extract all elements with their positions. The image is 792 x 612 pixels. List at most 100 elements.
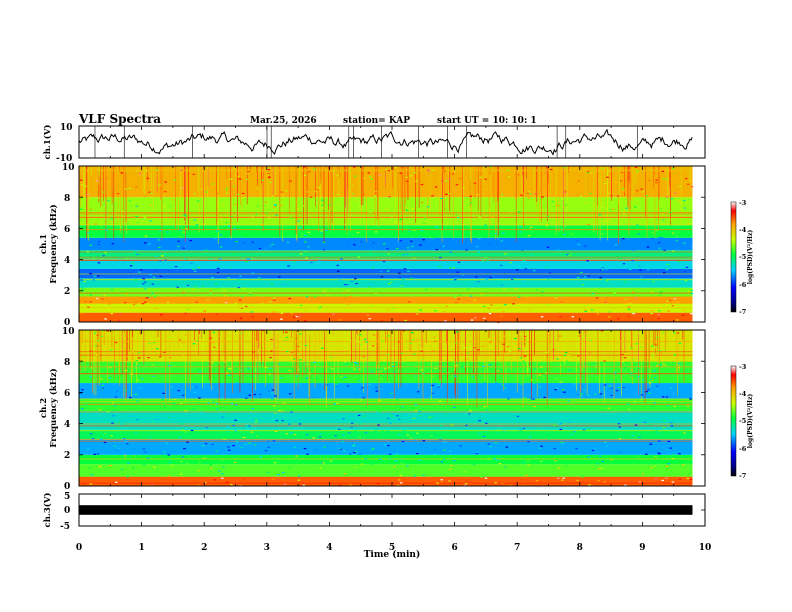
spectrogram-speckle <box>518 348 521 350</box>
spectrogram-speckle <box>658 453 661 455</box>
spectrogram-speckle <box>676 332 680 334</box>
spectrogram-speckle <box>618 438 622 440</box>
spectrogram-speckle <box>271 243 274 246</box>
spectrogram-speckle <box>386 354 389 356</box>
spectrogram-speckle <box>407 270 410 272</box>
spectrogram-speckle <box>469 195 472 197</box>
ch2-ytick-10: 10 <box>62 327 75 337</box>
time-axis-label: Time (min) <box>364 549 421 560</box>
spectrogram-speckle <box>81 287 84 289</box>
spectrogram-speckle <box>409 437 413 439</box>
spectrogram-speckle <box>527 197 531 199</box>
spectrogram-speckle <box>271 392 274 394</box>
spectrogram-speckle <box>220 397 224 399</box>
spectrogram-speckle <box>103 418 107 420</box>
spectrogram-speckle <box>103 441 107 444</box>
spectrogram-speckle <box>497 429 500 431</box>
spectrogram-speckle <box>667 472 671 474</box>
spectrogram-speckle <box>474 399 477 401</box>
spectrogram-speckle <box>87 232 90 234</box>
spectrogram-speckle <box>503 430 506 433</box>
spectrogram-speckle <box>418 459 422 461</box>
spectrogram-speckle <box>673 354 676 356</box>
spectrogram-speckle <box>579 195 583 198</box>
spectrogram-speckle <box>387 170 390 172</box>
spectrogram-speckle <box>238 304 242 306</box>
spectrogram-speckle <box>405 209 409 211</box>
spectrogram-speckle <box>618 426 622 428</box>
spectrogram-speckle <box>571 316 575 318</box>
spectrogram-speckle <box>456 271 459 273</box>
spectrogram-speckle <box>547 334 551 336</box>
spectrogram-speckle <box>672 454 675 456</box>
spectrogram-speckle <box>604 301 607 303</box>
spectrogram-speckle <box>255 421 258 423</box>
spectrogram-speckle <box>408 230 411 232</box>
spectrogram-speckle <box>89 208 93 210</box>
spectrogram-speckle <box>359 399 363 401</box>
spectrogram-speckle <box>519 333 522 335</box>
spectrogram-speckle <box>431 392 435 394</box>
spectrogram-speckle <box>309 196 313 198</box>
spectrogram-speckle <box>232 185 236 187</box>
spectrogram-speckle <box>678 362 681 365</box>
spectrogram-speckle <box>419 309 422 311</box>
spectrogram-speckle <box>257 351 260 353</box>
spectrogram-speckle <box>626 412 630 414</box>
spectrogram-speckle <box>248 258 252 260</box>
spectrogram-speckle <box>469 346 473 349</box>
spectrogram-speckle <box>134 251 137 253</box>
spectrogram-speckle <box>211 276 214 279</box>
spectrogram-speckle <box>532 270 536 272</box>
ch2-colorbar-label: log(PSD)(V²/Hz) <box>747 394 754 449</box>
spectrogram-speckle <box>214 283 218 285</box>
spectrogram-speckle <box>677 278 680 280</box>
spectrogram-speckle <box>523 190 527 192</box>
spectrogram-speckle <box>522 427 526 429</box>
spectrogram-speckle <box>271 196 275 198</box>
spectrogram-speckle <box>267 216 271 219</box>
spectrogram-speckle <box>179 473 183 475</box>
spectrogram-speckle <box>176 173 180 176</box>
spectrogram-speckle <box>396 415 399 417</box>
spectrogram-speckle <box>514 350 517 352</box>
spectrogram-speckle <box>600 206 604 208</box>
spectrogram-speckle <box>608 192 611 195</box>
spectrogram-speckle <box>234 461 237 464</box>
ch1-ytick-10: 10 <box>62 163 75 173</box>
spectrogram-speckle <box>608 219 612 221</box>
spectrogram-speckle <box>177 240 180 242</box>
spectrogram-speckle <box>387 444 390 447</box>
spectrogram-speckle <box>473 299 476 301</box>
spectrogram-speckle <box>603 384 607 386</box>
spectrogram-speckle <box>532 398 536 400</box>
spectrogram-speckle <box>343 284 347 286</box>
spectrogram-speckle <box>226 425 229 428</box>
spectrogram-speckle <box>121 210 125 213</box>
spectrogram-speckle <box>121 215 125 217</box>
spectrogram-speckle <box>297 208 300 210</box>
spectrogram-speckle <box>132 304 136 306</box>
spectrogram-speckle <box>222 466 225 468</box>
spectrogram-speckle <box>221 204 225 206</box>
date-label: Mar.25, 2026 <box>250 116 317 126</box>
spectrogram-speckle <box>211 443 214 446</box>
spectrogram-speckle <box>213 237 217 239</box>
spectrogram-speckle <box>274 395 277 397</box>
spectrogram-speckle <box>162 392 165 395</box>
spectrogram-speckle <box>336 402 339 405</box>
spectrogram-speckle <box>342 418 345 420</box>
spectrogram-speckle <box>517 174 520 176</box>
spectrogram-speckle <box>152 375 155 378</box>
time-axis-tick-1: 1 <box>138 543 144 553</box>
spectrogram-speckle <box>518 211 521 213</box>
spectrogram-speckle <box>164 259 168 261</box>
spectrogram-speckle <box>454 279 457 281</box>
spectrogram-speckle <box>343 376 347 378</box>
spectrogram-speckle <box>646 269 650 271</box>
spectrogram-speckle <box>481 368 485 370</box>
spectrogram-speckle <box>565 253 569 256</box>
spectrogram-speckle <box>636 176 639 178</box>
spectrogram-speckle <box>215 286 218 288</box>
spectrogram-speckle <box>336 270 340 272</box>
